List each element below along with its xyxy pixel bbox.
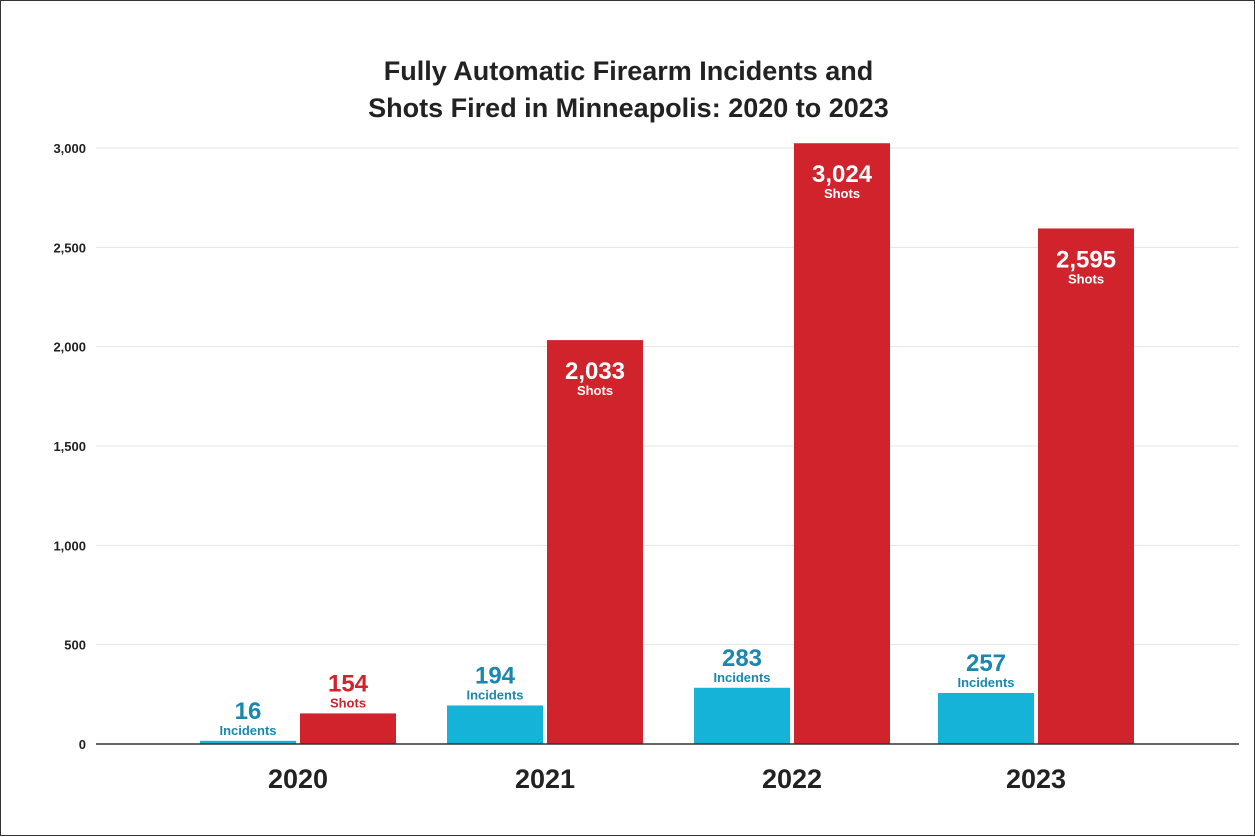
bar-shots-2020 xyxy=(300,713,396,744)
y-tick-label: 500 xyxy=(64,638,86,653)
data-label-unit: Incidents xyxy=(957,675,1014,690)
data-label-value: 154 xyxy=(328,670,369,697)
data-label-unit: Shots xyxy=(330,695,366,710)
x-tick-label: 2022 xyxy=(762,764,822,794)
data-label-value: 257 xyxy=(966,650,1006,677)
data-label-unit: Incidents xyxy=(713,670,770,685)
data-label-value: 2,595 xyxy=(1056,246,1116,273)
bar-incidents-2022 xyxy=(694,687,790,744)
y-tick-label: 0 xyxy=(79,737,86,752)
y-tick-label: 3,000 xyxy=(53,141,86,156)
chart-title-line-2: Shots Fired in Minneapolis: 2020 to 2023 xyxy=(368,93,889,123)
bar-incidents-2021 xyxy=(447,705,543,744)
data-label-unit: Shots xyxy=(577,383,613,398)
y-tick-label: 2,500 xyxy=(53,240,86,255)
data-label-value: 16 xyxy=(235,698,262,725)
x-tick-label: 2020 xyxy=(268,764,328,794)
chart-title: Fully Automatic Firearm Incidents and Sh… xyxy=(1,53,1255,127)
data-label-value: 3,024 xyxy=(812,161,873,188)
data-label-unit: Shots xyxy=(824,186,860,201)
data-label-unit: Shots xyxy=(1068,271,1104,286)
x-tick-label: 2023 xyxy=(1006,764,1066,794)
data-label-unit: Incidents xyxy=(466,687,523,702)
x-tick-label: 2021 xyxy=(515,764,575,794)
data-label-value: 194 xyxy=(475,662,516,689)
y-tick-label: 1,000 xyxy=(53,538,86,553)
data-label-unit: Incidents xyxy=(219,723,276,738)
y-tick-label: 1,500 xyxy=(53,439,86,454)
bar-incidents-2020 xyxy=(200,740,296,744)
data-label-value: 283 xyxy=(722,645,762,672)
y-tick-label: 2,000 xyxy=(53,340,86,355)
bar-shots-2022 xyxy=(794,143,890,744)
chart-title-line-1: Fully Automatic Firearm Incidents and xyxy=(383,56,874,86)
data-label-value: 2,033 xyxy=(565,358,625,385)
bar-incidents-2023 xyxy=(938,692,1034,744)
bar-shots-2023 xyxy=(1038,228,1134,744)
bar-shots-2021 xyxy=(547,340,643,744)
